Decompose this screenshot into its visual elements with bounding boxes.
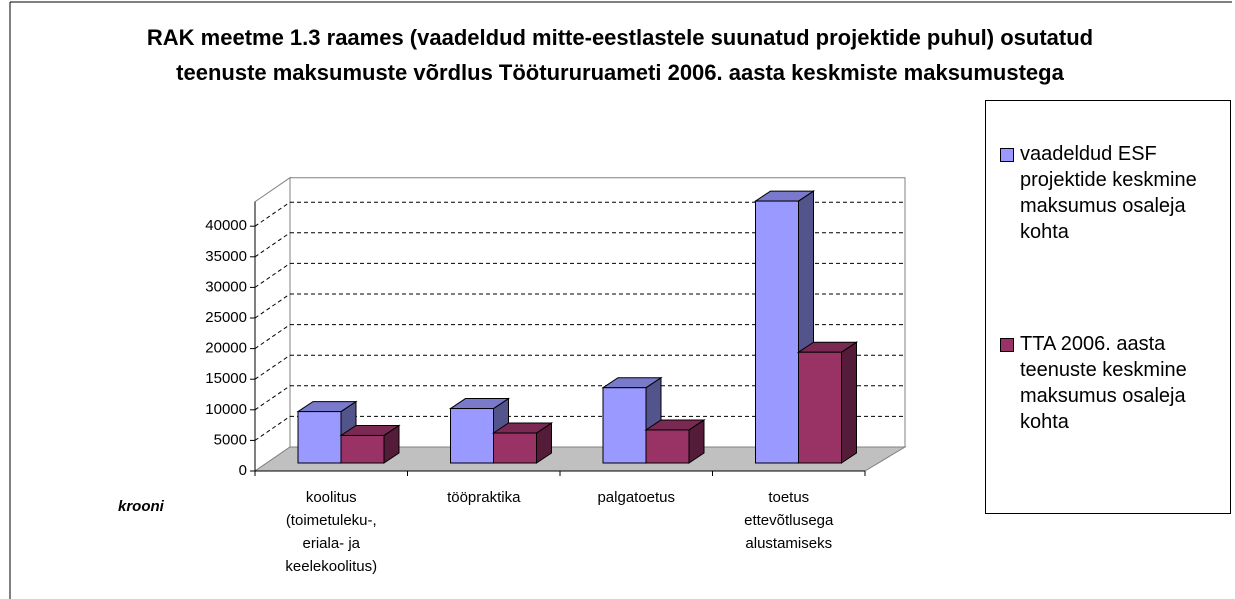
bar bbox=[602, 387, 647, 464]
legend-swatch bbox=[1000, 338, 1014, 352]
grid-line bbox=[254, 324, 291, 350]
bar bbox=[340, 434, 385, 464]
bar bbox=[645, 429, 690, 464]
x-tick-label: koolitus (toimetuleku-, eriala- ja keele… bbox=[285, 489, 378, 575]
y-axis-label: krooni bbox=[118, 498, 164, 515]
grid-line bbox=[254, 262, 291, 288]
x-tick-label: tööpraktika bbox=[447, 489, 521, 506]
y-tick-label: 0 bbox=[239, 462, 247, 479]
grid-line bbox=[254, 354, 291, 380]
legend-label: TTA 2006. aasta teenuste keskmine maksum… bbox=[1020, 333, 1187, 433]
grid-line bbox=[254, 232, 291, 258]
x-tick-label: palgatoetus bbox=[597, 489, 676, 506]
y-tick-label: 5000 bbox=[214, 431, 247, 448]
bar bbox=[493, 432, 537, 464]
side-wall bbox=[254, 176, 291, 472]
grid-line bbox=[254, 293, 291, 319]
chart-title: RAK meetme 1.3 raames (vaadeldud mitte-e… bbox=[146, 25, 1094, 85]
y-tick-label: 15000 bbox=[205, 370, 247, 387]
y-tick-label: 20000 bbox=[205, 340, 247, 357]
grid-line bbox=[254, 201, 291, 227]
legend-swatch bbox=[1000, 148, 1014, 162]
bar bbox=[297, 411, 342, 464]
legend-item: vaadeldud ESF projektide keskmine maksum… bbox=[1000, 141, 1225, 245]
bar-side bbox=[841, 341, 857, 464]
grid-line bbox=[254, 415, 291, 441]
y-tick-label: 35000 bbox=[205, 248, 247, 265]
y-tick-label: 10000 bbox=[205, 401, 247, 418]
legend-label: vaadeldud ESF projektide keskmine maksum… bbox=[1020, 143, 1197, 243]
y-tick-label: 40000 bbox=[205, 217, 247, 234]
bar bbox=[798, 351, 842, 464]
legend: vaadeldud ESF projektide keskmine maksum… bbox=[985, 100, 1231, 514]
bar bbox=[450, 408, 494, 464]
grid-line bbox=[254, 385, 291, 411]
x-tick-label: toetus ettevõtlusega alustamiseks bbox=[744, 489, 834, 552]
bar bbox=[755, 200, 799, 464]
y-tick-label: 25000 bbox=[205, 309, 247, 326]
y-tick-label: 30000 bbox=[205, 278, 247, 295]
legend-item: TTA 2006. aasta teenuste keskmine maksum… bbox=[1000, 331, 1225, 435]
